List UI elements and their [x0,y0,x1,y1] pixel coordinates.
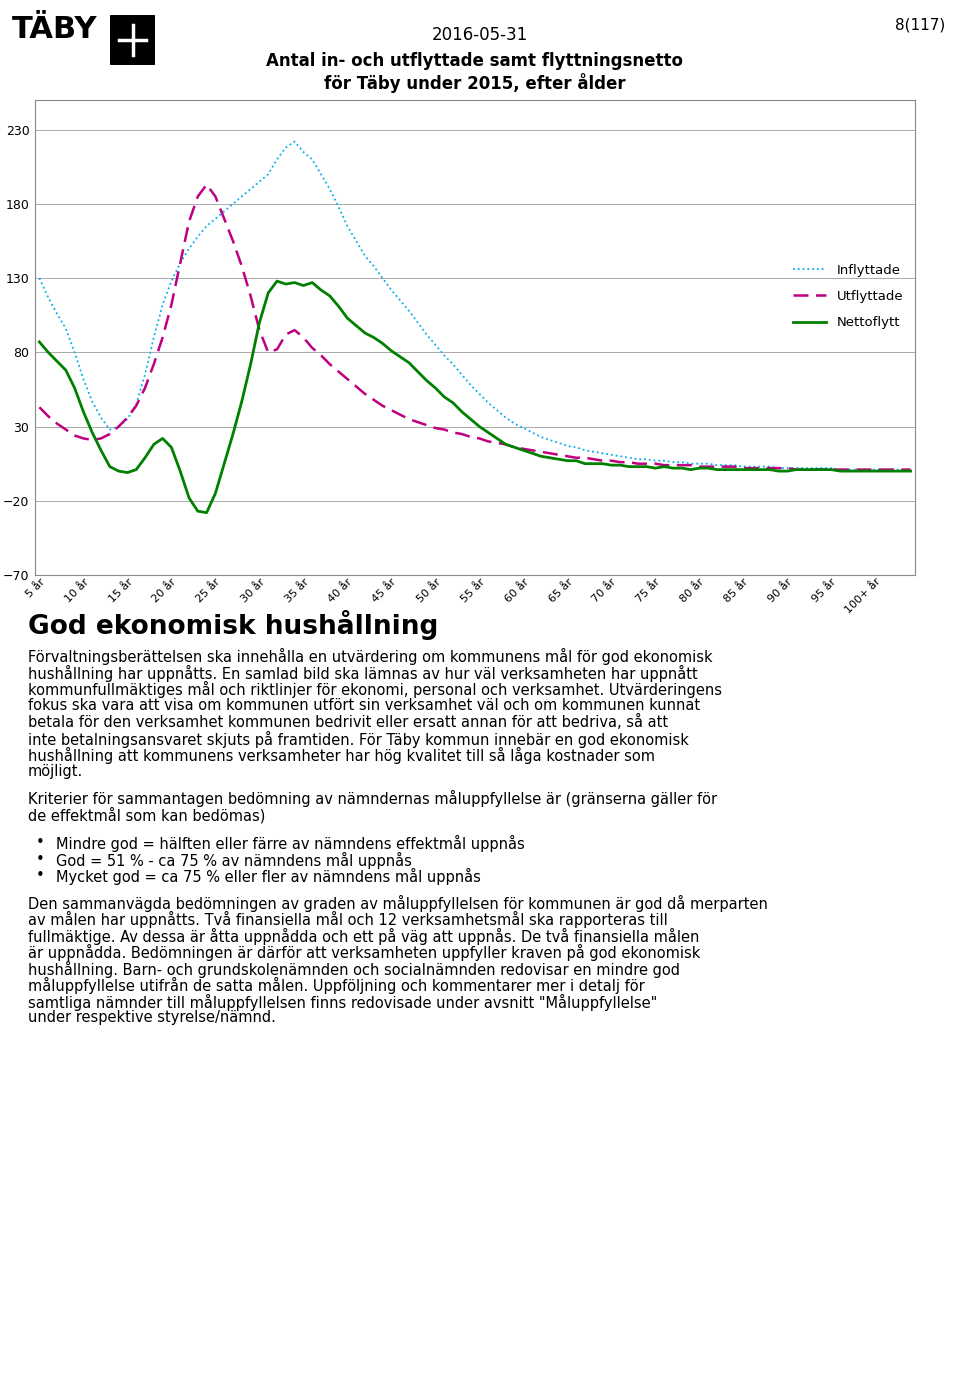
Legend: Inflyttade, Utflyttade, Nettoflytt: Inflyttade, Utflyttade, Nettoflytt [788,258,908,335]
Text: de effektmål som kan bedömas): de effektmål som kan bedömas) [28,807,265,824]
Text: •: • [36,851,45,867]
Text: måluppfyllelse utifrån de satta målen. Uppföljning och kommentarer mer i detalj : måluppfyllelse utifrån de satta målen. U… [28,976,645,995]
Text: inte betalningsansvaret skjuts på framtiden. För Täby kommun innebär en god ekon: inte betalningsansvaret skjuts på framti… [28,731,689,747]
Text: •: • [36,835,45,850]
Text: Kriterier för sammantagen bedömning av nämndernas måluppfyllelse är (gränserna g: Kriterier för sammantagen bedömning av n… [28,790,717,807]
Text: 2016-05-31: 2016-05-31 [432,26,528,44]
Text: Mindre god = hälften eller färre av nämndens effektmål uppnås: Mindre god = hälften eller färre av nämn… [56,835,525,851]
Text: God ekonomisk hushållning: God ekonomisk hushållning [28,610,439,640]
Text: fullmäktige. Av dessa är åtta uppnådda och ett på väg att uppnås. De två finansi: fullmäktige. Av dessa är åtta uppnådda o… [28,928,700,945]
Text: God = 51 % - ca 75 % av nämndens mål uppnås: God = 51 % - ca 75 % av nämndens mål upp… [56,851,412,868]
Text: 8(117): 8(117) [896,18,946,33]
Text: av målen har uppnåtts. Två finansiella mål och 12 verksamhetsmål ska rapporteras: av målen har uppnåtts. Två finansiella m… [28,911,668,928]
Text: hushållning har uppnåtts. En samlad bild ska lämnas av hur väl verksamheten har : hushållning har uppnåtts. En samlad bild… [28,664,698,682]
Text: TÄBY: TÄBY [12,15,97,44]
Text: möjligt.: möjligt. [28,764,84,778]
Text: hushållning. Barn- och grundskolenämnden och socialnämnden redovisar en mindre g: hushållning. Barn- och grundskolenämnden… [28,961,680,978]
Title: Antal in- och utflyttade samt flyttningsnetto
för Täby under 2015, efter ålder: Antal in- och utflyttade samt flyttnings… [267,51,684,93]
Text: Förvaltningsberättelsen ska innehålla en utvärdering om kommunens mål för god ek: Förvaltningsberättelsen ska innehålla en… [28,649,712,665]
Text: Mycket god = ca 75 % eller fler av nämndens mål uppnås: Mycket god = ca 75 % eller fler av nämnd… [56,868,481,885]
Text: hushållning att kommunens verksamheter har hög kvalitet till så låga kostnader s: hushållning att kommunens verksamheter h… [28,747,655,764]
Text: fokus ska vara att visa om kommunen utfört sin verksamhet väl och om kommunen ku: fokus ska vara att visa om kommunen utfö… [28,697,700,713]
Text: •: • [36,868,45,883]
Text: kommunfullmäktiges mål och riktlinjer för ekonomi, personal och verksamhet. Utvä: kommunfullmäktiges mål och riktlinjer fö… [28,681,722,699]
Text: är uppnådda. Bedömningen är därför att verksamheten uppfyller kraven på god ekon: är uppnådda. Bedömningen är därför att v… [28,945,701,961]
FancyBboxPatch shape [110,15,155,65]
Text: Den sammanvägda bedömningen av graden av måluppfyllelsen för kommunen är god då : Den sammanvägda bedömningen av graden av… [28,895,768,911]
Text: betala för den verksamhet kommunen bedrivit eller ersatt annan för att bedriva, : betala för den verksamhet kommunen bedri… [28,714,668,731]
Text: under respektive styrelse/nämnd.: under respektive styrelse/nämnd. [28,1010,276,1025]
Text: samtliga nämnder till måluppfyllelsen finns redovisade under avsnitt "Måluppfyll: samtliga nämnder till måluppfyllelsen fi… [28,993,658,1011]
